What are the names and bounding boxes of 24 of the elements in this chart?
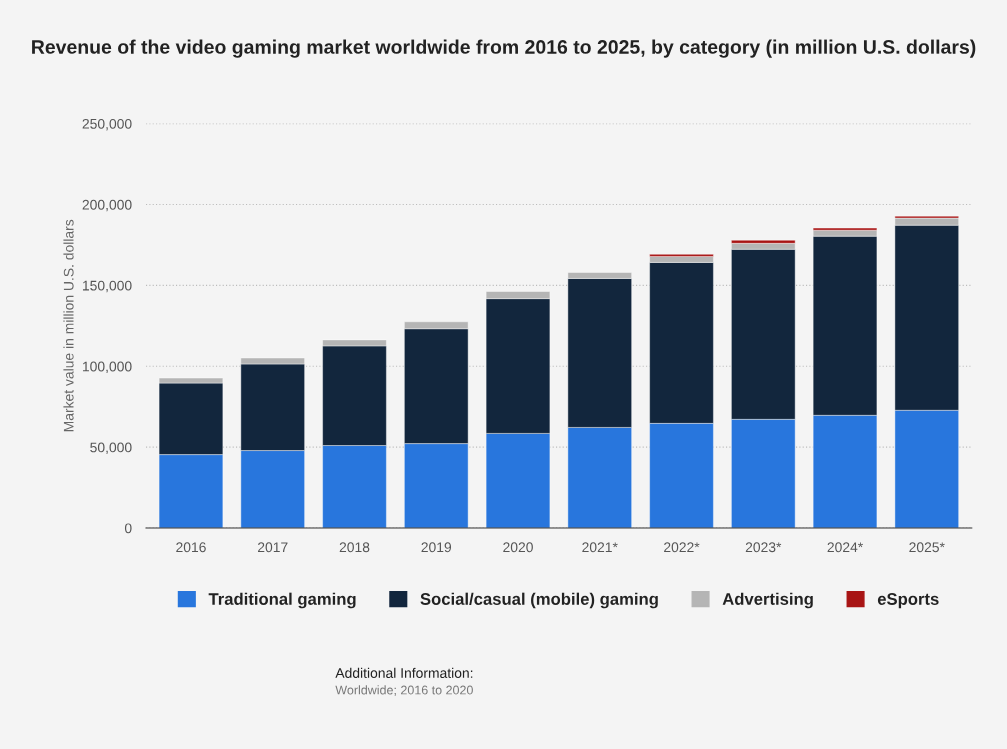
y-tick-label: 50,000 [90,442,132,454]
x-tick-label: 2022* [664,542,700,553]
text: Worldwide; 2016 to 2020 [335,685,473,696]
chart-title: Revenue of the video gaming market worldwide from 2016 to 2025, by category (in million U.S. dollars) [32,39,976,58]
y-tick-label: 150,000 [82,280,132,293]
y-tick-label: 200,000 [82,199,132,212]
legend-label: Traditional gaming [208,592,356,609]
x-tick-label: 2025* [909,542,945,553]
x-tick-label: 2024* [827,542,863,553]
y-axis-title: Market value in million U.S. dollars [63,219,74,432]
y-tick-label: 100,000 [82,361,132,374]
x-tick-label: 2021* [582,542,618,553]
text: Additional Information: [335,667,473,678]
y-tick-label: 250,000 [82,118,132,131]
x-tick-label: 2020 [503,542,533,553]
x-tick-label: 2023* [745,542,782,553]
legend-label: Social/casual (mobile) gaming [420,592,658,609]
x-tick-label: 2018 [339,542,370,553]
y-tick-label: 0 [124,523,132,534]
x-tick-label: 2016 [176,542,206,553]
legend-label: Advertising [722,592,813,609]
legend-label: eSports [877,593,939,609]
x-tick-label: 2019 [421,542,452,553]
x-tick-label: 2017 [257,542,288,553]
